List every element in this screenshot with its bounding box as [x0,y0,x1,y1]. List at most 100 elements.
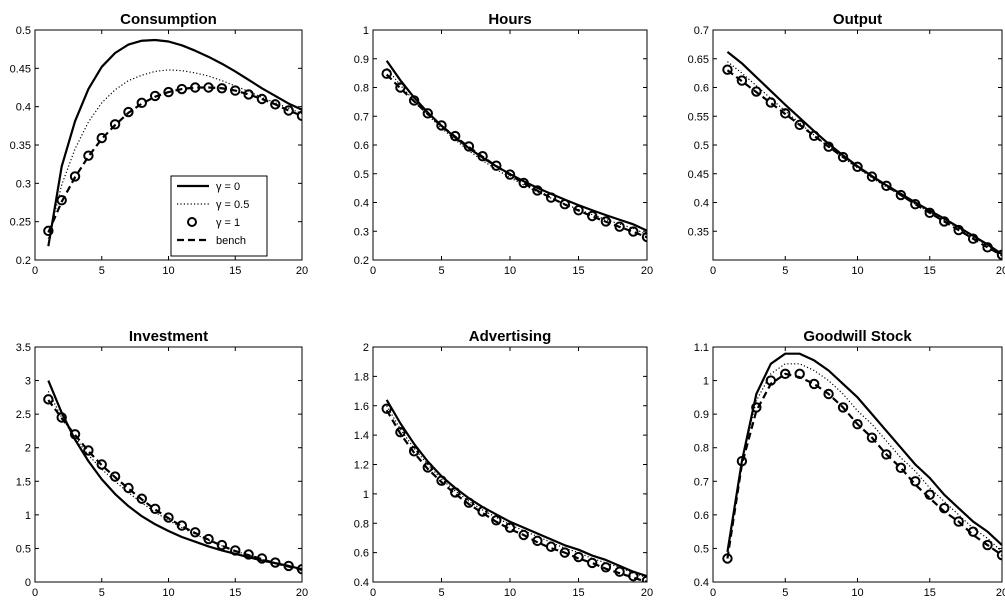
data-point-circle [600,562,612,573]
series-markers-2 [722,368,1002,564]
data-point-circle [190,82,201,93]
data-point-circle [381,403,392,414]
x-tick-label: 0 [32,265,38,277]
data-point-circle [176,83,188,95]
data-point-circle [450,130,461,142]
data-point-circle [722,64,733,75]
y-tick-label: 0.7 [694,476,709,488]
data-point-circle [216,83,228,94]
data-point-circle [230,545,241,556]
y-tick-label: 0.4 [354,198,369,210]
y-tick-label: 0.8 [694,443,709,455]
y-tick-label: 1 [363,489,369,501]
series-line-solid-0 [726,352,1002,552]
data-point-circle [256,93,268,105]
data-point-circle [924,207,935,219]
plot-area [722,352,1002,564]
data-point-circle [477,151,488,162]
data-point-circle [751,86,762,97]
y-tick-label: 0.8 [354,518,369,530]
x-tick-label: 0 [710,265,716,277]
y-tick-label: 0.35 [688,226,709,238]
series-markers-2 [722,64,1002,260]
data-point-circle [780,368,791,380]
data-point-circle [243,89,254,100]
data-point-circle [573,205,584,216]
x-tick-label: 10 [851,587,863,599]
y-tick-label: 1.6 [354,401,369,413]
y-tick-label: 1 [363,25,369,37]
data-point-circle [203,533,214,545]
y-tick-label: 2 [363,342,369,354]
data-point-circle [56,195,67,206]
data-point-circle [736,75,748,86]
data-point-circle [641,231,647,243]
y-tick-label: 0.5 [694,543,709,555]
data-point-circle [852,419,863,430]
series-markers-2 [43,394,302,575]
y-tick-label: 0.5 [16,543,31,555]
data-point-circle [794,368,805,380]
data-point-circle [395,426,406,438]
x-tick-label: 15 [229,265,241,277]
x-tick-label: 20 [641,265,653,277]
data-point-circle [953,224,964,236]
data-point-circle [587,557,598,569]
y-tick-label: 0.45 [688,169,709,181]
axes-frame [34,346,303,583]
data-point-circle [123,482,134,494]
data-point-circle [436,120,447,131]
data-point-circle [491,160,502,171]
y-tick-label: 0.2 [354,255,369,267]
data-point-circle [587,210,598,222]
legend-entry-label: γ = 1 [216,217,240,229]
y-tick-label: 1.4 [354,430,369,442]
data-point-circle [176,520,188,531]
data-point-circle [722,553,733,564]
x-tick-label: 5 [438,265,444,277]
x-tick-label: 0 [370,587,376,599]
data-point-circle [463,497,475,508]
data-point-circle [450,487,461,498]
data-point-circle [381,68,392,79]
y-tick-label: 0.55 [688,111,709,123]
x-tick-label: 10 [162,265,174,277]
data-point-circle [83,150,94,161]
plot-area [43,38,302,247]
x-tick-label: 20 [296,265,308,277]
chart-panel-4: Advertising 0 5 10 15 20 0.4 0.6 0.8 1 1.2 1.4 1.6 1.… [354,328,653,599]
chart-panel-3: Investment 0 5 10 15 20 0 0.5 1 1.5 2 2.5 3 3.5 [16,328,308,599]
data-point-circle [910,199,921,210]
plot-area [381,60,647,243]
data-point-circle [532,185,543,196]
series-line-dotted-1 [47,391,302,570]
data-point-circle [123,106,134,118]
y-tick-label: 0.45 [10,63,31,75]
legend-entry-label: bench [216,235,246,247]
data-point-circle [109,119,121,130]
data-point-circle [614,221,625,232]
data-point-circle [600,216,612,227]
data-point-circle [136,97,148,109]
data-point-circle [823,141,834,152]
data-point-circle [283,105,294,116]
data-point-circle [765,375,776,386]
data-point-circle [395,82,406,93]
y-tick-label: 1 [703,376,709,388]
data-point-circle [422,462,433,473]
chart-title: Advertising [469,328,552,345]
x-tick-label: 5 [99,587,105,599]
x-tick-label: 5 [438,587,444,599]
y-tick-label: 0.6 [694,510,709,522]
data-point-circle [190,527,201,538]
data-point-circle [408,95,420,106]
data-point-circle [837,151,849,163]
data-point-circle [996,549,1002,561]
y-tick-label: 0.2 [16,255,31,267]
data-point-circle [163,86,174,98]
data-point-circle [109,471,121,482]
data-point-circle [736,455,748,467]
legend-box [170,175,268,257]
x-tick-label: 15 [572,265,584,277]
